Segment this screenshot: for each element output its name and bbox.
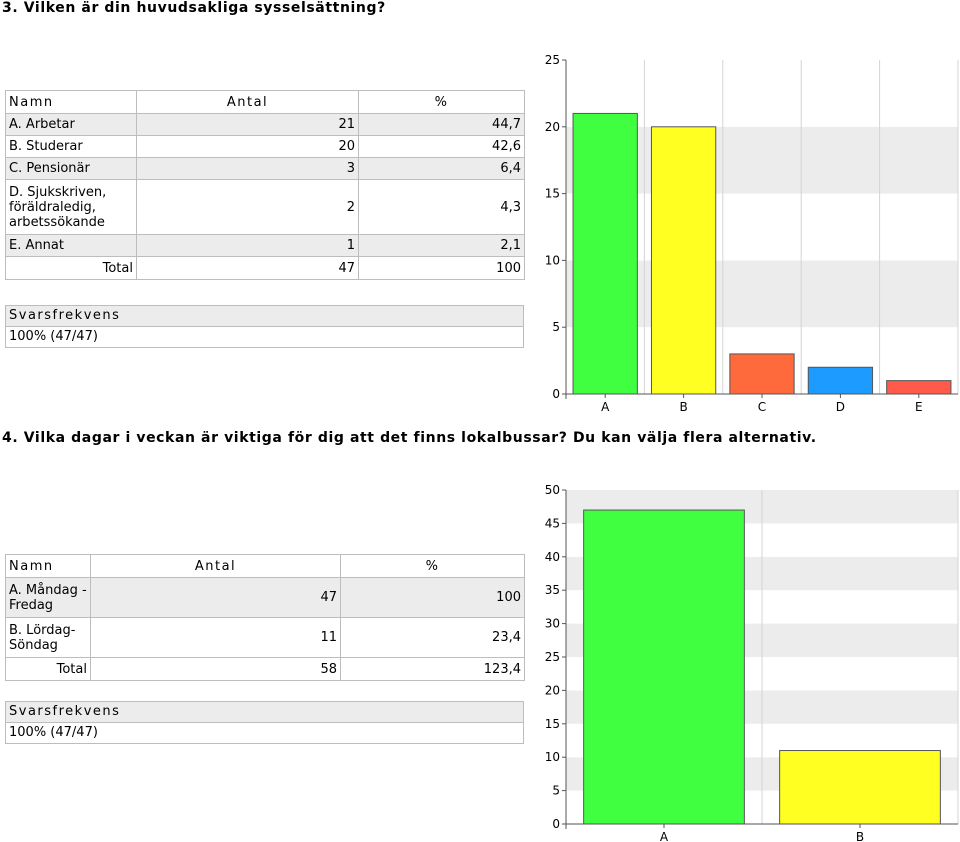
y-tick-label: 35 bbox=[545, 583, 560, 597]
row-percent: 6,4 bbox=[358, 157, 525, 180]
response-rate-value: 100% (47/47) bbox=[5, 722, 524, 744]
x-tick-label: E bbox=[915, 400, 923, 414]
y-tick-label: 20 bbox=[545, 120, 560, 134]
question-4-title: 4. Vilka dagar i veckan är viktiga för d… bbox=[2, 430, 817, 446]
q3-bar-chart: 0 5 10 15 20 25 A B C D E bbox=[545, 53, 959, 414]
table-row: A. Arbetar 21 44,7 bbox=[5, 113, 525, 136]
row-count: 21 bbox=[136, 113, 359, 136]
y-tick-label: 0 bbox=[552, 817, 560, 831]
bar-d bbox=[807, 366, 874, 395]
row-percent: 2,1 bbox=[358, 234, 525, 257]
x-tick-label: D bbox=[836, 400, 845, 414]
row-count: 1 bbox=[136, 234, 359, 257]
bar-c bbox=[729, 353, 795, 395]
x-tick-label: B bbox=[856, 830, 864, 842]
q4-results-table: Namn Antal % A. Måndag - Fredag 47 100 B… bbox=[5, 554, 525, 681]
table-header-row: Namn Antal % bbox=[5, 554, 525, 578]
column-header-count: Antal bbox=[90, 554, 341, 578]
response-rate-value: 100% (47/47) bbox=[5, 326, 524, 348]
row-name: B. Studerar bbox=[5, 135, 137, 158]
row-count: 11 bbox=[90, 617, 341, 658]
total-percent: 123,4 bbox=[340, 657, 525, 681]
column-header-name: Namn bbox=[5, 90, 137, 114]
x-tick-label: B bbox=[679, 400, 687, 414]
row-percent: 44,7 bbox=[358, 113, 525, 136]
y-tick-label: 15 bbox=[545, 717, 560, 731]
column-header-percent: % bbox=[358, 90, 525, 114]
y-tick-label: 20 bbox=[545, 683, 560, 697]
table-total-row: Total 58 123,4 bbox=[5, 657, 525, 681]
x-tick-label: A bbox=[601, 400, 610, 414]
table-row: B. Studerar 20 42,6 bbox=[5, 135, 525, 158]
row-percent: 100 bbox=[340, 577, 525, 618]
row-name: B. Lördag-Söndag bbox=[5, 617, 91, 658]
q3-results-table: Namn Antal % A. Arbetar 21 44,7 B. Stude… bbox=[5, 90, 525, 280]
y-tick-label: 10 bbox=[545, 253, 560, 267]
row-name: D. Sjukskriven, föräldraledig, arbetssök… bbox=[5, 179, 137, 235]
bar-a bbox=[572, 112, 638, 395]
bar-e bbox=[886, 380, 952, 395]
column-header-count: Antal bbox=[136, 90, 359, 114]
total-percent: 100 bbox=[358, 256, 525, 280]
total-label: Total bbox=[5, 657, 91, 681]
q4-response-rate-table: Svarsfrekvens 100% (47/47) bbox=[5, 701, 524, 744]
bar-b bbox=[650, 126, 717, 395]
row-count: 47 bbox=[90, 577, 341, 618]
table-row: A. Måndag - Fredag 47 100 bbox=[5, 577, 525, 618]
response-rate-header-row: Svarsfrekvens bbox=[5, 701, 524, 723]
table-total-row: Total 47 100 bbox=[5, 256, 525, 280]
y-tick-label: 25 bbox=[545, 53, 560, 67]
bar-b bbox=[779, 750, 941, 825]
table-row: E. Annat 1 2,1 bbox=[5, 234, 525, 257]
row-percent: 4,3 bbox=[358, 179, 525, 235]
row-name: C. Pensionär bbox=[5, 157, 137, 180]
x-tick-label: A bbox=[660, 830, 669, 842]
response-rate-row: 100% (47/47) bbox=[5, 326, 524, 348]
total-count: 47 bbox=[136, 256, 359, 280]
y-tick-label: 5 bbox=[552, 784, 560, 798]
total-count: 58 bbox=[90, 657, 341, 681]
table-row: C. Pensionär 3 6,4 bbox=[5, 157, 525, 180]
row-percent: 42,6 bbox=[358, 135, 525, 158]
row-count: 20 bbox=[136, 135, 359, 158]
response-rate-header: Svarsfrekvens bbox=[5, 305, 524, 327]
q3-response-rate-table: Svarsfrekvens 100% (47/47) bbox=[5, 305, 524, 348]
y-tick-label: 15 bbox=[545, 187, 560, 201]
q4-bar-chart: 0 5 10 15 20 25 30 35 40 45 50 A B bbox=[545, 483, 959, 842]
response-rate-header: Svarsfrekvens bbox=[5, 701, 524, 723]
y-tick-label: 50 bbox=[545, 483, 560, 497]
y-tick-label: 40 bbox=[545, 550, 560, 564]
question-3-title: 3. Vilken är din huvudsakliga sysselsätt… bbox=[2, 0, 386, 16]
y-tick-label: 25 bbox=[545, 650, 560, 664]
row-percent: 23,4 bbox=[340, 617, 525, 658]
row-count: 3 bbox=[136, 157, 359, 180]
table-row: D. Sjukskriven, föräldraledig, arbetssök… bbox=[5, 179, 525, 235]
x-tick-label: C bbox=[758, 400, 766, 414]
y-tick-label: 45 bbox=[545, 516, 560, 530]
y-tick-label: 5 bbox=[552, 320, 560, 334]
table-header-row: Namn Antal % bbox=[5, 90, 525, 114]
response-rate-row: 100% (47/47) bbox=[5, 722, 524, 744]
y-tick-label: 30 bbox=[545, 617, 560, 631]
row-name: A. Måndag - Fredag bbox=[5, 577, 91, 618]
column-header-name: Namn bbox=[5, 554, 91, 578]
row-name: E. Annat bbox=[5, 234, 137, 257]
bar-a bbox=[583, 509, 745, 825]
row-count: 2 bbox=[136, 179, 359, 235]
row-name: A. Arbetar bbox=[5, 113, 137, 136]
total-label: Total bbox=[5, 256, 137, 280]
response-rate-header-row: Svarsfrekvens bbox=[5, 305, 524, 327]
y-tick-label: 10 bbox=[545, 750, 560, 764]
y-tick-label: 0 bbox=[552, 387, 560, 401]
table-row: B. Lördag-Söndag 11 23,4 bbox=[5, 617, 525, 658]
column-header-percent: % bbox=[340, 554, 525, 578]
